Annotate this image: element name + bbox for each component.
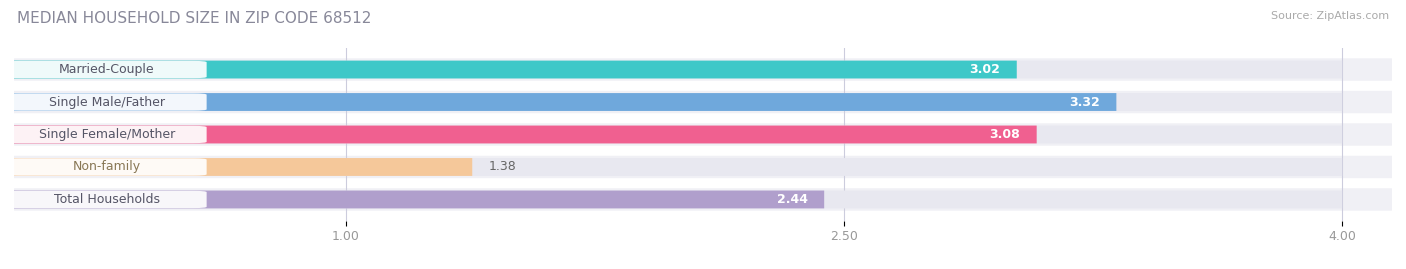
Text: Single Female/Mother: Single Female/Mother bbox=[39, 128, 176, 141]
FancyBboxPatch shape bbox=[7, 126, 207, 143]
Text: 3.02: 3.02 bbox=[969, 63, 1000, 76]
FancyBboxPatch shape bbox=[14, 93, 1343, 111]
Text: Married-Couple: Married-Couple bbox=[59, 63, 155, 76]
FancyBboxPatch shape bbox=[7, 191, 207, 208]
FancyBboxPatch shape bbox=[7, 61, 207, 78]
Text: 1.38: 1.38 bbox=[489, 161, 516, 174]
Text: Source: ZipAtlas.com: Source: ZipAtlas.com bbox=[1271, 11, 1389, 21]
FancyBboxPatch shape bbox=[14, 126, 1343, 143]
FancyBboxPatch shape bbox=[14, 91, 1392, 113]
FancyBboxPatch shape bbox=[14, 158, 1343, 176]
FancyBboxPatch shape bbox=[14, 188, 1392, 211]
Text: MEDIAN HOUSEHOLD SIZE IN ZIP CODE 68512: MEDIAN HOUSEHOLD SIZE IN ZIP CODE 68512 bbox=[17, 11, 371, 26]
FancyBboxPatch shape bbox=[7, 158, 207, 176]
Text: 3.32: 3.32 bbox=[1069, 95, 1099, 108]
FancyBboxPatch shape bbox=[14, 93, 1116, 111]
FancyBboxPatch shape bbox=[14, 61, 1017, 79]
Text: Single Male/Father: Single Male/Father bbox=[49, 95, 165, 108]
Text: Non-family: Non-family bbox=[73, 161, 141, 174]
Text: 3.08: 3.08 bbox=[990, 128, 1021, 141]
Text: 2.44: 2.44 bbox=[776, 193, 807, 206]
FancyBboxPatch shape bbox=[7, 93, 207, 111]
FancyBboxPatch shape bbox=[14, 123, 1392, 146]
FancyBboxPatch shape bbox=[14, 190, 1343, 208]
FancyBboxPatch shape bbox=[14, 156, 1392, 178]
FancyBboxPatch shape bbox=[14, 190, 824, 208]
FancyBboxPatch shape bbox=[14, 61, 1343, 79]
FancyBboxPatch shape bbox=[14, 158, 472, 176]
FancyBboxPatch shape bbox=[14, 58, 1392, 81]
Text: Total Households: Total Households bbox=[53, 193, 160, 206]
FancyBboxPatch shape bbox=[14, 126, 1036, 143]
